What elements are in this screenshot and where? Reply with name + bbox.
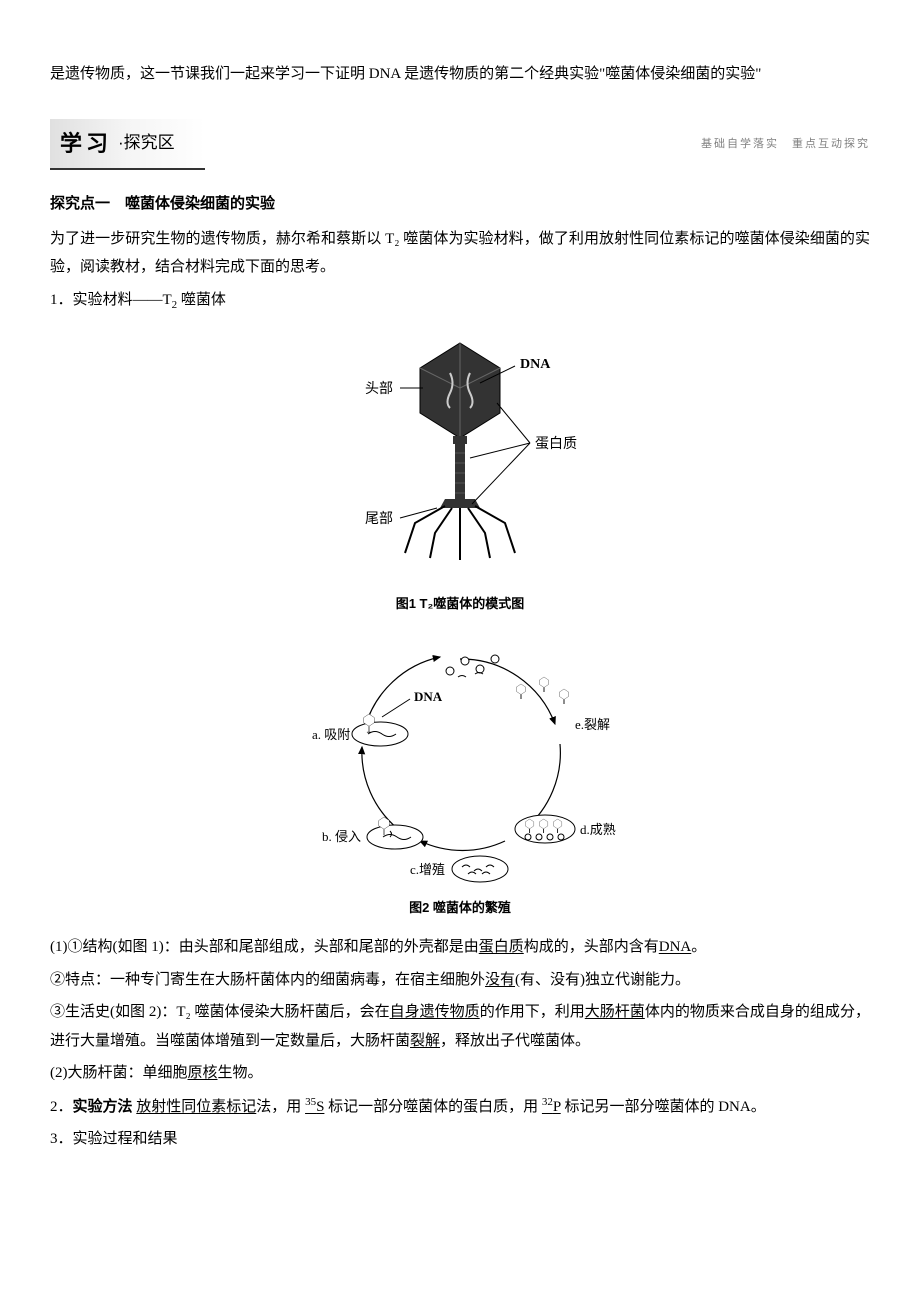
p12-post: (有、没有)独立代谢能力。 — [515, 972, 690, 988]
i2-sup2: 32 — [542, 1096, 553, 1108]
figure-2-cycle-diagram: a. 吸附 b. 侵入 c.增殖 d.成熟 e.裂解 DNA — [280, 629, 640, 884]
item1-post: 噬菌体 — [177, 292, 226, 308]
item-1-heading: 1．实验材料——T2 噬菌体 — [50, 286, 870, 316]
section-title-sub: ·探究区 — [118, 127, 175, 159]
p11-post: 。 — [691, 939, 706, 955]
p11-u2: DNA — [659, 939, 692, 955]
i2-u2: 35S — [305, 1099, 324, 1115]
figure-1-caption: 图1 T₂噬菌体的模式图 — [50, 592, 870, 617]
i2-mid2: 标记一部分噬菌体的蛋白质，用 — [324, 1099, 542, 1115]
p14-pre: (2)大肠杆菌：单细胞 — [50, 1065, 188, 1081]
intro-paragraph-2: 为了进一步研究生物的遗传物质，赫尔希和蔡斯以 T₂ 噬菌体为实验材料，做了利用放… — [50, 225, 870, 282]
figure-2-container: a. 吸附 b. 侵入 c.增殖 d.成熟 e.裂解 DNA 图2 噬菌体的繁殖 — [50, 629, 870, 921]
i2-bold: 实验方法 — [73, 1098, 133, 1115]
label-head: 头部 — [365, 381, 393, 397]
i2-pre: 2． — [50, 1099, 73, 1115]
stage-d — [515, 815, 575, 843]
figure-2-caption: 图2 噬菌体的繁殖 — [50, 896, 870, 921]
item1-pre: 1．实验材料——T — [50, 292, 172, 308]
label-protein: 蛋白质 — [535, 436, 577, 452]
i2-p: P — [553, 1099, 561, 1115]
i2-u1: 放射性同位素标记 — [136, 1099, 256, 1115]
label-e: e.裂解 — [575, 717, 610, 732]
p11-u1: 蛋白质 — [479, 939, 524, 955]
phage-tail-shape — [455, 444, 465, 499]
figure-1-container: 头部 尾部 DNA 蛋白质 图1 T₂噬菌体的模式图 — [50, 328, 870, 617]
heading-inquiry-1: 探究点一 噬菌体侵染细菌的实验 — [50, 190, 870, 219]
label-d: d.成熟 — [580, 822, 616, 837]
section-header-bar: 学习 ·探究区 基础自学落实 重点互动探究 — [50, 119, 870, 171]
label-c: c.增殖 — [410, 862, 445, 877]
fig2-label-texts: a. 吸附 b. 侵入 c.增殖 d.成熟 e.裂解 DNA — [312, 689, 616, 877]
label-dna-2: DNA — [414, 689, 443, 704]
para-1-3: ③生活史(如图 2)：T₂ 噬菌体侵染大肠杆菌后，会在自身遗传物质的作用下，利用… — [50, 998, 870, 1055]
i2-sup1: 35 — [305, 1096, 316, 1108]
i2-u3: 32P — [542, 1099, 561, 1115]
label-a: a. 吸附 — [312, 727, 350, 742]
para-1-4: (2)大肠杆菌：单细胞原核生物。 — [50, 1059, 870, 1088]
stage-c — [452, 856, 508, 882]
label-dna: DNA — [520, 357, 551, 372]
p14-u: 原核 — [188, 1065, 218, 1081]
label-tail: 尾部 — [365, 511, 393, 527]
p13-pre: ③生活史(如图 2)：T₂ 噬菌体侵染大肠杆菌后，会在 — [50, 1004, 390, 1020]
p13-u1: 自身遗传物质 — [390, 1004, 480, 1020]
item-3: 3．实验过程和结果 — [50, 1125, 870, 1154]
i2-post: 标记另一部分噬菌体的 DNA。 — [561, 1099, 766, 1115]
intro-paragraph: 是遗传物质，这一节课我们一起来学习一下证明 DNA 是遗传物质的第二个经典实验"… — [50, 60, 870, 89]
p12-u: 没有 — [485, 972, 515, 988]
i2-mid1: 法，用 — [256, 1099, 305, 1115]
para-1-2: ②特点：一种专门寄生在大肠杆菌体内的细菌病毒，在宿主细胞外没有(有、没有)独立代… — [50, 966, 870, 995]
p13-u3: 裂解 — [410, 1033, 440, 1049]
item-2: 2．实验方法 放射性同位素标记法，用 35S 标记一部分噬菌体的蛋白质，用 32… — [50, 1092, 870, 1122]
p13-u2: 大肠杆菌 — [585, 1004, 645, 1020]
phage-legs — [405, 506, 515, 560]
section-title-main: 学习 — [60, 123, 112, 165]
label-b: b. 侵入 — [322, 829, 361, 844]
stage-a — [352, 699, 410, 746]
p13-post: ，释放出子代噬菌体。 — [440, 1033, 590, 1049]
section-bar-right: 基础自学落实 重点互动探究 — [701, 134, 870, 155]
figure-1-phage-diagram: 头部 尾部 DNA 蛋白质 — [305, 328, 615, 578]
p14-post: 生物。 — [218, 1065, 263, 1081]
para-1-1: (1)①结构(如图 1)：由头部和尾部组成，头部和尾部的外壳都是由蛋白质构成的，… — [50, 933, 870, 962]
p13-mid1: 的作用下，利用 — [480, 1004, 585, 1020]
p11-pre: (1)①结构(如图 1)：由头部和尾部组成，头部和尾部的外壳都是由 — [50, 939, 479, 955]
p12-pre: ②特点：一种专门寄生在大肠杆菌体内的细菌病毒，在宿主细胞外 — [50, 972, 485, 988]
phage-head-shape — [420, 343, 500, 438]
section-bar-left: 学习 ·探究区 — [50, 119, 205, 171]
stage-b — [367, 817, 423, 849]
p11-mid: 构成的，头部内含有 — [524, 939, 659, 955]
stage-e — [446, 655, 569, 704]
